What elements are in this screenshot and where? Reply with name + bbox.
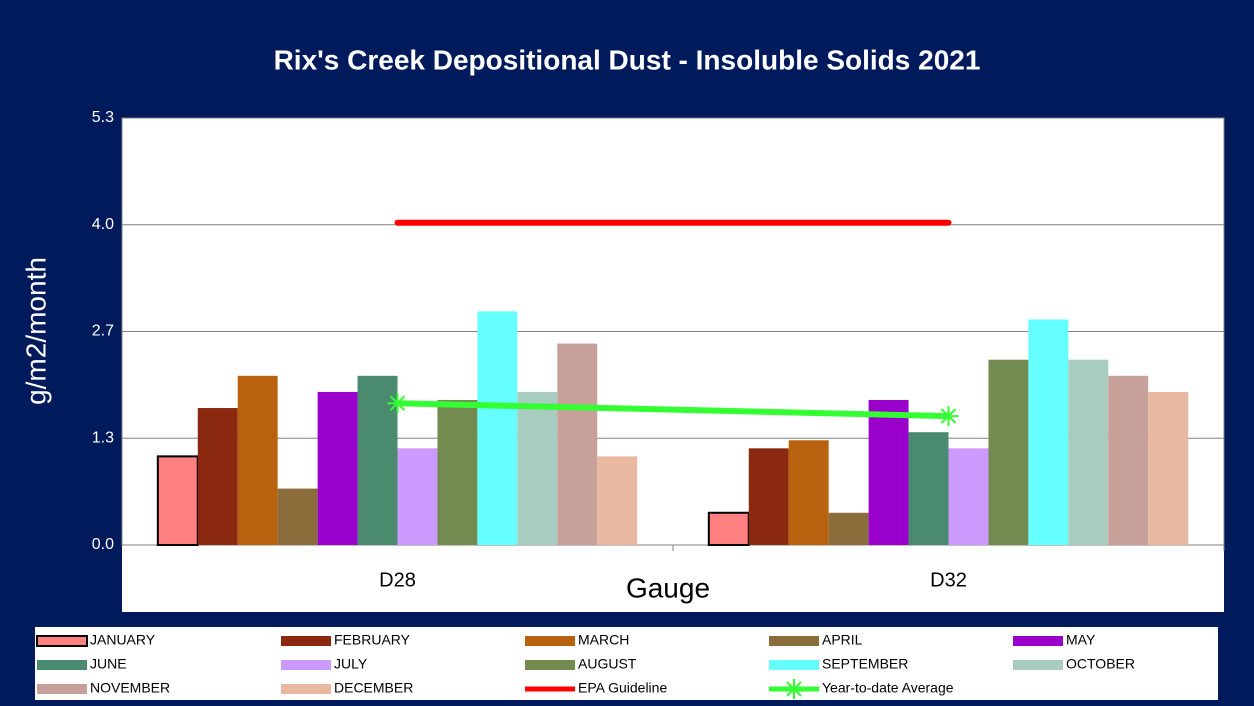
legend-label: APRIL [822,632,863,648]
bar [748,448,789,545]
y-tick-label: 0.0 [92,536,114,553]
legend-swatch [36,635,88,647]
legend-swatch [769,636,819,646]
marker-stroke [786,681,802,697]
y-tick-label: 2.7 [92,323,114,340]
legend-swatch [1013,660,1063,670]
bar [948,448,989,545]
legend-swatch [281,660,331,670]
bar [868,399,909,545]
legend-swatch [769,660,819,670]
y-tick-label: 4.0 [92,216,114,233]
x-axis-title: Gauge [626,572,710,603]
legend-swatch [525,660,575,670]
y-tick-label: 1.3 [92,429,114,446]
legend-label: OCTOBER [1066,656,1135,672]
legend-swatch [525,636,575,646]
bar [908,432,949,545]
bar [788,440,829,545]
marker [938,406,959,427]
legend-swatch [281,636,331,646]
bar [597,456,638,545]
bar [317,391,358,545]
legend-label: MARCH [578,632,629,648]
marker [387,393,408,414]
bar [277,488,318,545]
bar [1068,359,1109,545]
bar [357,375,398,545]
y-axis-title: g/m2/month [20,257,51,405]
legend-swatch [281,684,331,694]
bar [517,391,558,545]
bar [237,375,278,545]
legend-label: JULY [334,656,368,672]
legend-swatch [37,684,87,694]
legend-label: Year-to-date Average [822,680,954,696]
legend-label: DECEMBER [334,680,413,696]
line [394,400,952,420]
bar [197,408,238,545]
legend-swatch [37,660,87,670]
bar [707,511,750,546]
x-tick-label: D28 [379,569,416,591]
legend-marker [784,679,804,699]
legend-label: AUGUST [578,656,637,672]
legend-label: FEBRUARY [334,632,411,648]
bar [156,455,199,546]
legend-label: JUNE [90,656,127,672]
bar [477,311,518,545]
legend-label: MAY [1066,632,1096,648]
bar [437,399,478,545]
legend-label: JANUARY [90,632,156,648]
chart-title: Rix's Creek Depositional Dust - Insolubl… [274,44,981,75]
bar [557,343,598,545]
legend-label: SEPTEMBER [822,656,908,672]
bar [1148,391,1189,545]
bar [1108,375,1149,545]
marker-stroke [940,408,957,424]
marker-stroke [389,395,406,411]
bar [397,448,438,545]
bar [1028,319,1069,545]
legend-swatch [1013,636,1063,646]
bar [988,359,1029,545]
legend-label: EPA Guideline [578,680,667,696]
y-tick-label: 5.3 [92,109,114,126]
bar [828,512,869,545]
legend-label: NOVEMBER [90,680,170,696]
x-tick-label: D32 [930,569,967,591]
